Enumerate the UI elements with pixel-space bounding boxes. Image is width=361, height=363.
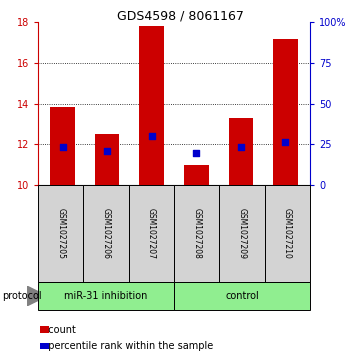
Text: control: control	[225, 291, 259, 301]
Text: protocol: protocol	[2, 291, 42, 301]
Point	[60, 144, 65, 150]
Text: percentile rank within the sample: percentile rank within the sample	[42, 341, 213, 351]
Polygon shape	[27, 286, 47, 306]
Bar	[273, 39, 298, 185]
Point	[193, 151, 199, 156]
Text: count: count	[42, 325, 75, 335]
Point	[104, 148, 110, 154]
Point	[283, 139, 288, 145]
Text: GSM1027210: GSM1027210	[283, 208, 292, 259]
Text: GSM1027205: GSM1027205	[56, 208, 65, 259]
Point	[238, 144, 244, 150]
Bar	[95, 134, 119, 185]
Bar	[184, 165, 209, 185]
Bar	[139, 26, 164, 185]
Text: GSM1027208: GSM1027208	[192, 208, 201, 259]
Text: GSM1027207: GSM1027207	[147, 208, 156, 259]
Bar	[50, 107, 75, 185]
Text: GSM1027206: GSM1027206	[101, 208, 110, 259]
Point	[149, 133, 155, 139]
Bar	[229, 118, 253, 185]
Text: GSM1027209: GSM1027209	[238, 208, 247, 259]
Text: GDS4598 / 8061167: GDS4598 / 8061167	[117, 9, 244, 22]
Text: miR-31 inhibition: miR-31 inhibition	[64, 291, 148, 301]
